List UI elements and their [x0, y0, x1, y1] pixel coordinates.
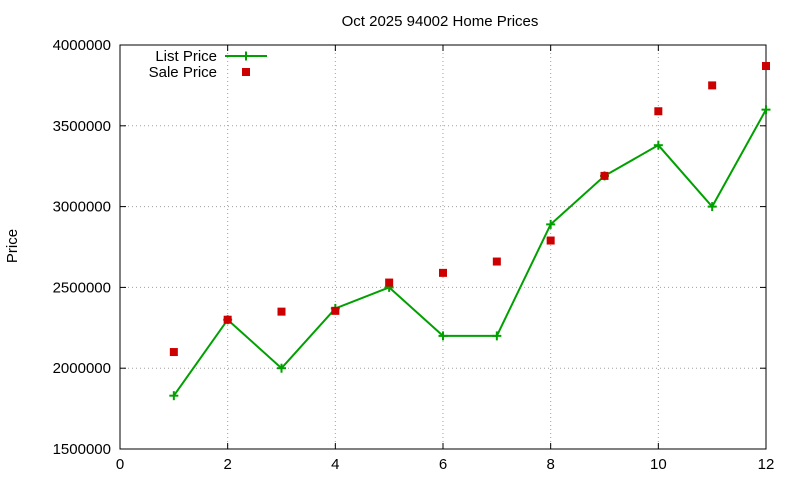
list-price-point — [492, 331, 502, 341]
legend-marker-list-price — [241, 51, 251, 61]
list-price-line — [173, 109, 767, 397]
x-tick-label: 8 — [546, 456, 554, 473]
sale-price-point — [762, 62, 770, 71]
sale-price-point — [277, 307, 286, 316]
x-tick-label: 0 — [116, 456, 124, 473]
sale-price-point — [546, 236, 555, 245]
series-layer — [169, 62, 771, 401]
x-tick-label: 4 — [331, 456, 339, 473]
y-tick-label: 2500000 — [53, 279, 111, 296]
y-axis-label: Price — [4, 229, 21, 263]
list-price-point — [707, 202, 717, 212]
x-tick-label: 10 — [650, 456, 667, 473]
y-tick-label: 1500000 — [53, 441, 111, 458]
sale-price-point — [708, 81, 717, 90]
sale-price-point — [169, 348, 178, 357]
list-price-point — [546, 219, 556, 229]
list-price-point — [761, 105, 771, 115]
sale-price-point — [654, 107, 663, 116]
grid — [120, 45, 766, 449]
list-price-point — [169, 391, 179, 401]
sale-price-point — [600, 171, 609, 180]
sale-price-point — [223, 315, 232, 324]
sale-price-point — [385, 278, 394, 287]
x-tick-label: 2 — [223, 456, 231, 473]
y-tick-label: 2000000 — [53, 360, 111, 377]
axis-ticks: 0 2 4 6 8 10 12 1500000 2000000 2500000 3000000 350… — [53, 37, 775, 473]
chart-title: Oct 2025 94002 Home Prices — [342, 13, 539, 30]
legend-label-sale-price: Sale Price — [149, 64, 217, 81]
list-price-point — [277, 363, 286, 373]
sale-price-point — [439, 268, 447, 277]
y-tick-label: 3000000 — [53, 199, 111, 216]
list-price-point — [438, 331, 448, 341]
y-tick-label: 3500000 — [53, 118, 111, 135]
legend-label-list-price: List Price — [155, 48, 217, 65]
x-tick-label: 6 — [439, 456, 447, 473]
sale-price-point — [492, 257, 501, 266]
list-price-point — [653, 140, 663, 150]
y-tick-label: 4000000 — [53, 37, 111, 54]
legend-marker-sale-price — [242, 68, 250, 76]
sale-price-point — [331, 306, 340, 315]
x-tick-label: 12 — [758, 456, 775, 473]
